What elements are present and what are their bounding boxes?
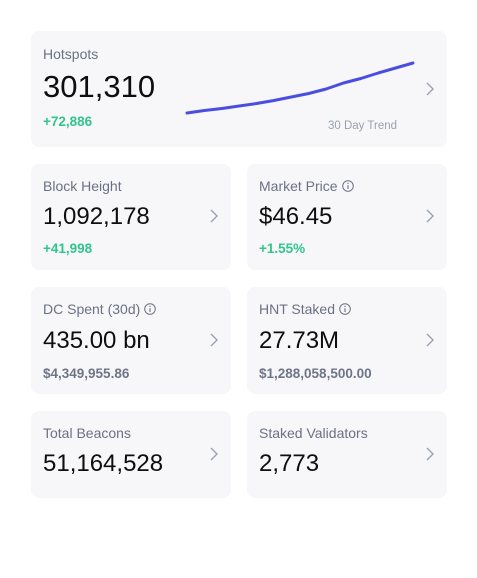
- chevron-right-icon[interactable]: [425, 447, 435, 461]
- info-icon[interactable]: [341, 180, 354, 192]
- total-beacons-value: 51,164,528: [43, 450, 164, 477]
- staked-validators-label: Staked Validators: [259, 425, 368, 441]
- hotspots-trend-chart: [185, 61, 415, 115]
- total-beacons-card[interactable]: Total Beacons 51,164,528: [31, 411, 231, 498]
- market-price-change: +1.55%: [259, 241, 306, 256]
- hotspots-label: Hotspots: [43, 46, 99, 62]
- hnt-staked-label: HNT Staked: [259, 301, 335, 317]
- market-price-label: Market Price: [259, 178, 338, 194]
- hotspots-change: +72,886: [43, 114, 93, 129]
- chevron-right-icon[interactable]: [209, 447, 219, 461]
- info-icon[interactable]: [144, 303, 157, 315]
- total-beacons-label: Total Beacons: [43, 425, 131, 441]
- chevron-right-icon[interactable]: [209, 333, 219, 347]
- chevron-right-icon[interactable]: [425, 82, 435, 96]
- staked-validators-card[interactable]: Staked Validators 2,773: [247, 411, 447, 498]
- dc-spent-label: DC Spent (30d): [43, 301, 141, 317]
- dc-spent-sub: $4,349,955.86: [43, 366, 130, 381]
- chevron-right-icon[interactable]: [425, 209, 435, 223]
- chevron-right-icon[interactable]: [425, 333, 435, 347]
- block-height-label: Block Height: [43, 178, 122, 194]
- market-price-value: $46.45: [259, 203, 333, 230]
- trend-line: [185, 61, 415, 115]
- hnt-staked-card[interactable]: HNT Staked 27.73M $1,288,058,500.00: [247, 287, 447, 394]
- hotspots-card[interactable]: Hotspots 301,310 +72,886 30 Day Trend: [31, 31, 447, 147]
- dc-spent-value: 435.00 bn: [43, 327, 150, 354]
- hnt-staked-value: 27.73M: [259, 327, 340, 354]
- dc-spent-card[interactable]: DC Spent (30d) 435.00 bn $4,349,955.86: [31, 287, 231, 394]
- staked-validators-value: 2,773: [259, 450, 320, 477]
- market-price-label-row: Market Price: [259, 178, 354, 194]
- block-height-change: +41,998: [43, 241, 93, 256]
- hotspots-value: 301,310: [43, 69, 156, 104]
- info-icon[interactable]: [339, 303, 351, 315]
- chevron-right-icon[interactable]: [209, 209, 219, 223]
- hnt-staked-label-row: HNT Staked: [259, 301, 351, 317]
- hnt-staked-sub: $1,288,058,500.00: [259, 366, 372, 381]
- block-height-value: 1,092,178: [43, 203, 150, 230]
- market-price-card[interactable]: Market Price $46.45 +1.55%: [247, 164, 447, 270]
- dc-spent-label-row: DC Spent (30d): [43, 301, 157, 317]
- trend-label: 30 Day Trend: [328, 120, 398, 132]
- block-height-card[interactable]: Block Height 1,092,178 +41,998: [31, 164, 231, 270]
